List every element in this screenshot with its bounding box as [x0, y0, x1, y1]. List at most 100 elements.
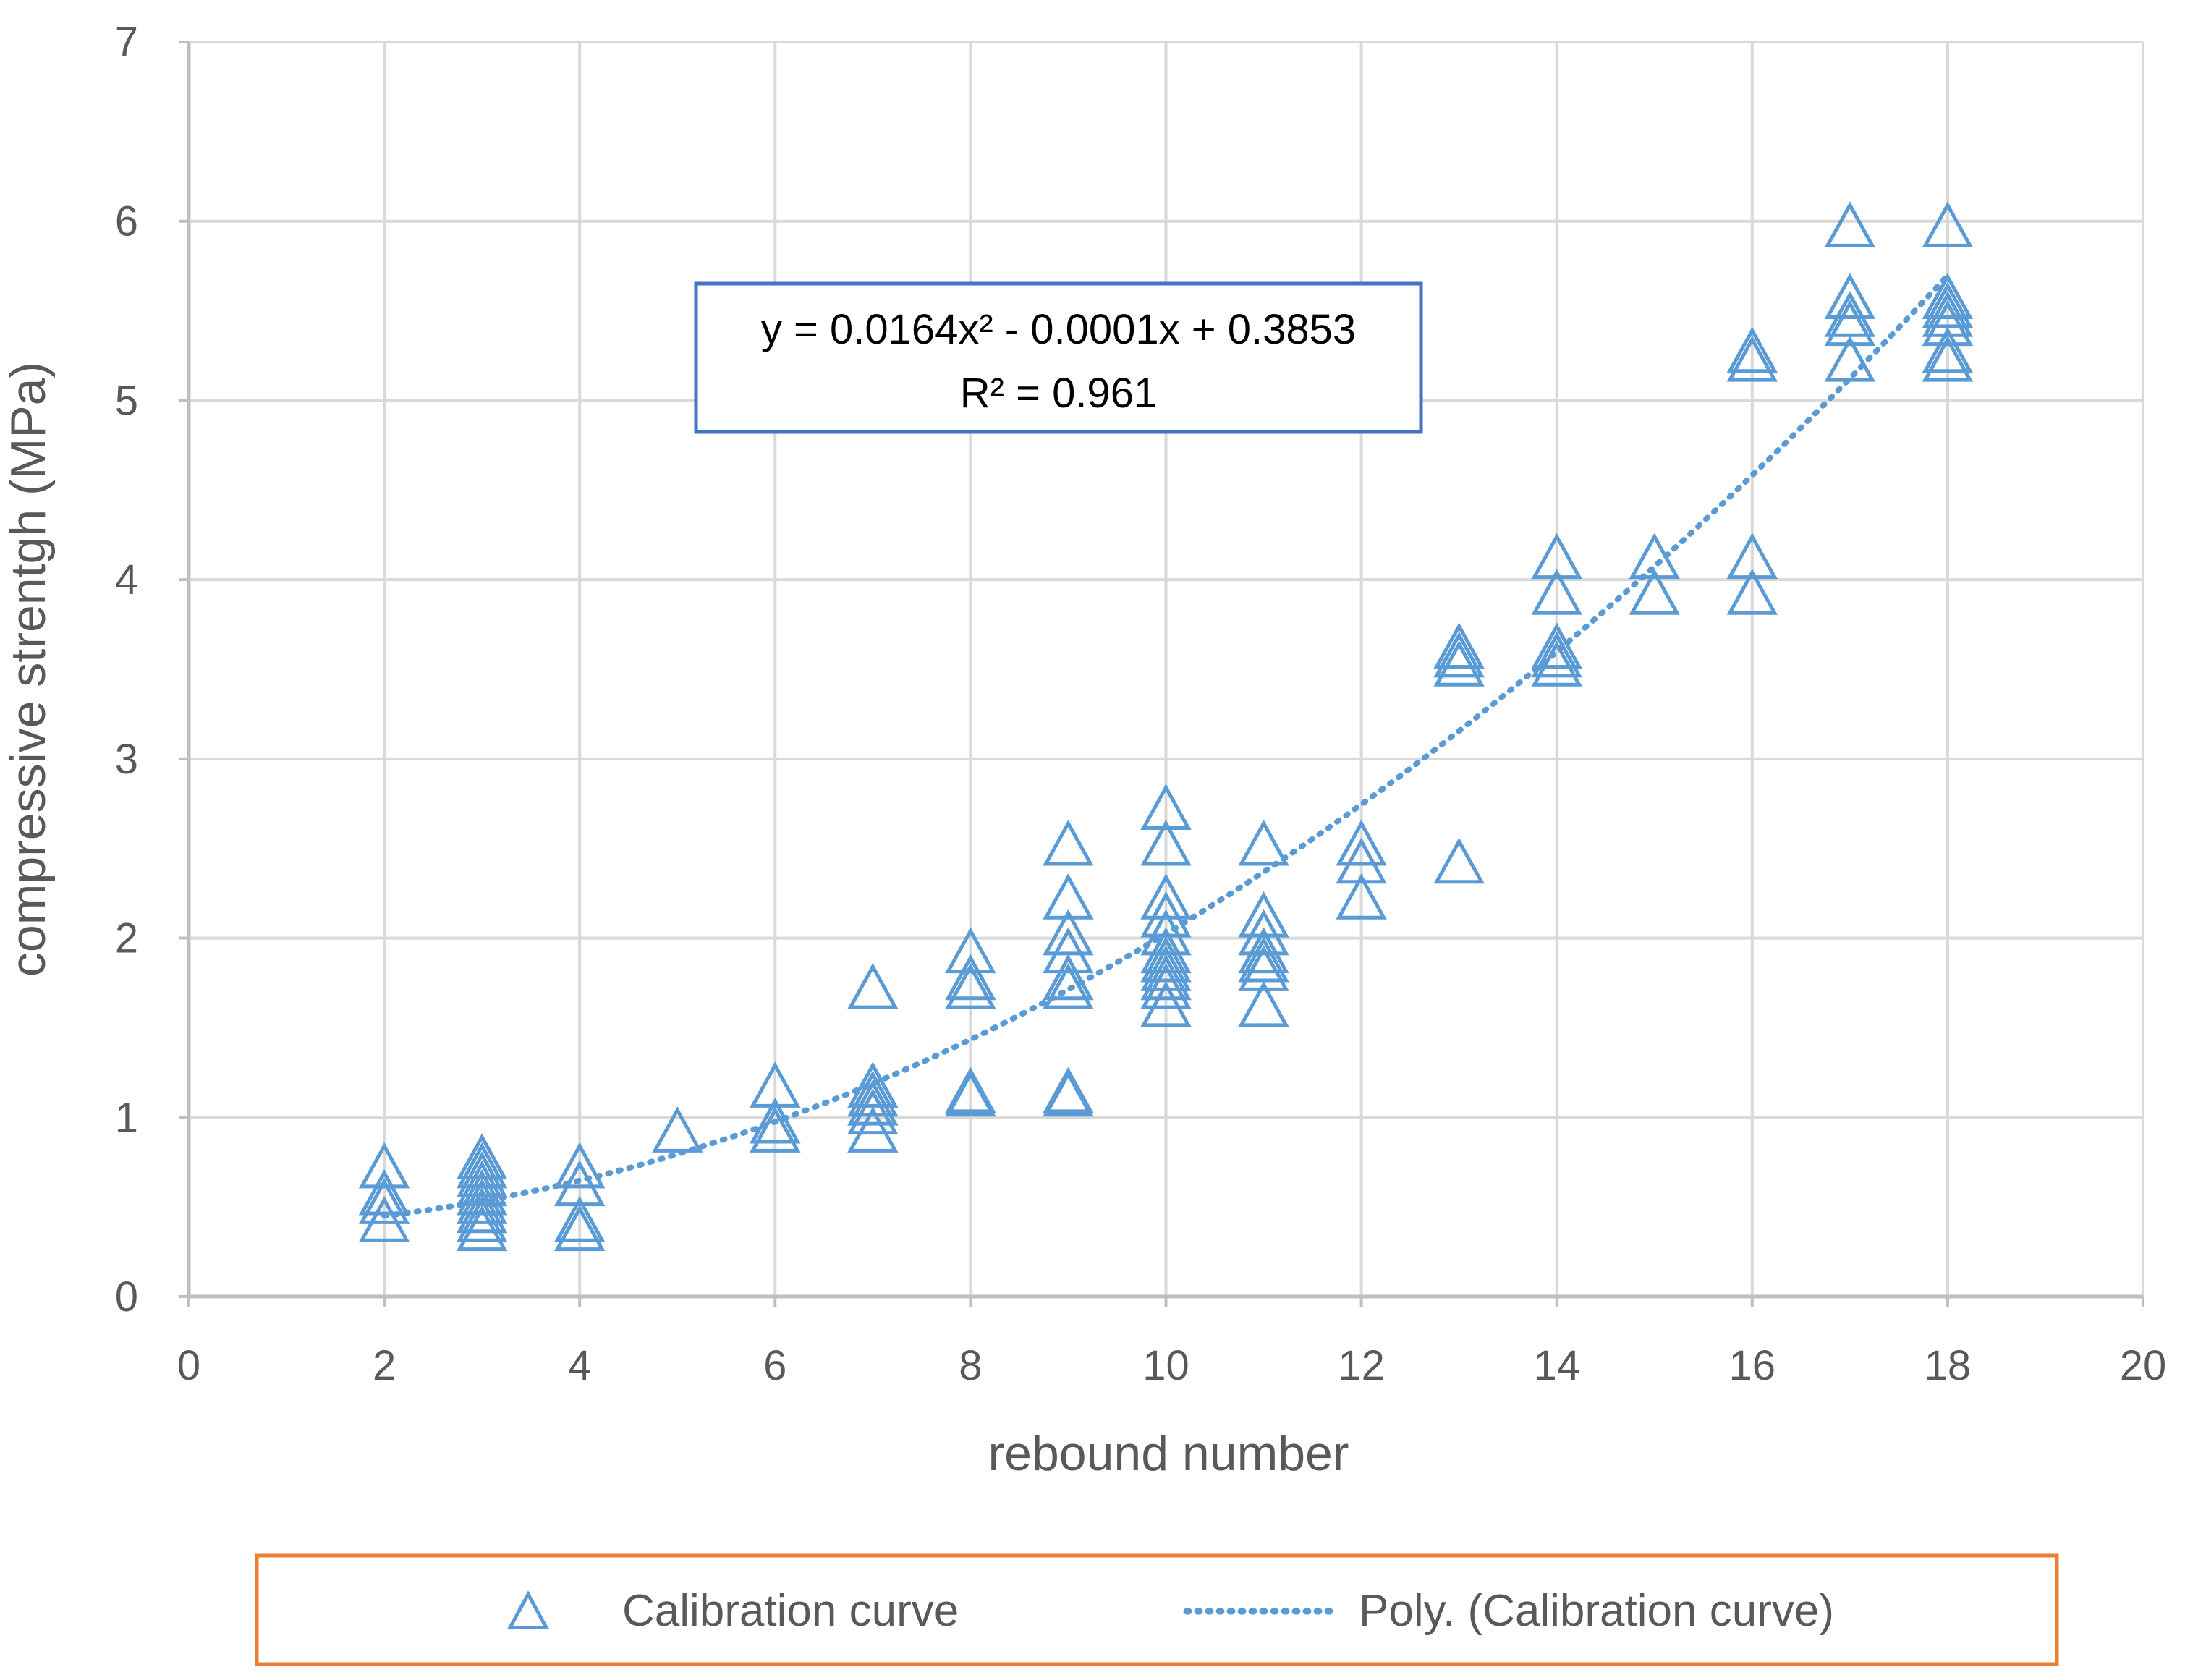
data-point — [1531, 533, 1582, 580]
data-point — [847, 1106, 899, 1153]
data-point — [1433, 640, 1485, 687]
x-tick-label: 4 — [568, 1342, 591, 1389]
data-point — [652, 1106, 703, 1153]
data-point — [945, 963, 996, 1009]
data-point — [456, 1168, 508, 1216]
data-point — [456, 1205, 508, 1252]
data-point — [1238, 909, 1289, 956]
data-point — [1726, 336, 1778, 382]
data-point — [847, 1079, 899, 1126]
data-point — [456, 1142, 508, 1189]
data-point — [1336, 837, 1387, 884]
data-point — [1238, 891, 1289, 938]
data-point — [1433, 631, 1485, 678]
data-point — [1043, 963, 1094, 1009]
data-point — [1140, 980, 1192, 1027]
data-point — [1043, 954, 1094, 1001]
y-tick-label: 1 — [115, 1094, 138, 1141]
data-point — [1824, 201, 1876, 247]
data-point — [1922, 300, 1974, 347]
data-point — [456, 1178, 508, 1224]
data-point — [1336, 819, 1387, 866]
data-point — [1922, 326, 1974, 373]
data-point — [945, 954, 996, 1001]
data-point — [1629, 533, 1680, 580]
data-point — [456, 1151, 508, 1197]
equation-line: y = 0.0164x² - 0.0001x + 0.3853 — [761, 306, 1356, 353]
data-point — [1043, 1066, 1094, 1113]
data-point — [1629, 569, 1680, 615]
data-point — [1433, 837, 1485, 884]
data-point — [1922, 281, 1974, 328]
legend: Calibration curve Poly. (Calibration cur… — [255, 1553, 2059, 1666]
data-point — [553, 1205, 606, 1252]
equation-box: y = 0.0164x² - 0.0001x + 0.3853 R² = 0.9… — [694, 281, 1423, 434]
x-tick-label: 16 — [1729, 1342, 1776, 1389]
calibration-points — [358, 201, 1974, 1252]
x-tick-label: 2 — [373, 1342, 396, 1389]
data-point — [945, 1066, 996, 1113]
legend-triangle-shape — [506, 1590, 550, 1629]
x-tick-label: 6 — [763, 1342, 786, 1389]
data-point — [1922, 291, 1974, 337]
data-point — [1531, 622, 1582, 669]
data-point — [1140, 909, 1192, 956]
data-point — [1433, 622, 1485, 669]
data-point — [847, 1061, 899, 1108]
data-point — [1140, 873, 1192, 920]
y-tick-label: 4 — [115, 556, 138, 603]
x-axis-title: rebound number — [988, 1426, 1349, 1481]
data-point — [456, 1160, 508, 1207]
data-point — [1922, 336, 1974, 382]
data-point — [1238, 936, 1289, 983]
data-point — [1922, 273, 1974, 319]
data-point — [1531, 569, 1582, 615]
data-point — [1140, 819, 1192, 866]
y-tick-label: 7 — [115, 19, 138, 66]
y-tick-label: 6 — [115, 198, 138, 245]
y-tick-label: 3 — [115, 736, 138, 783]
x-tick-label: 20 — [2120, 1342, 2167, 1389]
data-point — [750, 1106, 801, 1153]
data-point — [358, 1142, 410, 1189]
data-point — [1238, 945, 1289, 991]
data-point — [1726, 326, 1778, 373]
data-point — [553, 1142, 606, 1189]
r-squared-line: R² = 0.961 — [960, 370, 1157, 417]
data-point — [553, 1160, 606, 1207]
equation-box-border — [694, 281, 1423, 434]
data-point — [1238, 927, 1289, 974]
x-tick-label: 0 — [177, 1342, 200, 1389]
data-point — [1531, 640, 1582, 687]
data-point — [1043, 1070, 1094, 1117]
x-tick-label: 12 — [1338, 1342, 1385, 1389]
data-point — [1043, 873, 1094, 920]
data-point — [1140, 891, 1192, 938]
data-point — [1140, 963, 1192, 1009]
x-tick-label: 14 — [1533, 1342, 1580, 1389]
data-point — [945, 927, 996, 974]
data-point — [456, 1196, 508, 1242]
gridlines — [189, 41, 2144, 1297]
data-point — [1043, 819, 1094, 866]
data-point — [847, 963, 899, 1009]
data-point — [750, 1061, 801, 1108]
data-point — [1140, 954, 1192, 1001]
data-point — [1043, 927, 1094, 974]
data-point — [1531, 631, 1582, 678]
legend-label-poly: Poly. (Calibration curve) — [1359, 1586, 1834, 1636]
data-point — [847, 1088, 899, 1135]
data-point — [456, 1133, 508, 1179]
legend-label-calibration: Calibration curve — [622, 1586, 959, 1636]
data-point — [1726, 533, 1778, 580]
legend-border — [255, 1553, 2059, 1666]
data-point — [358, 1196, 410, 1242]
data-point — [1043, 909, 1094, 956]
data-point — [847, 1070, 899, 1117]
data-point — [1824, 336, 1876, 382]
y-tick-label: 2 — [115, 915, 138, 962]
data-point — [1140, 784, 1192, 830]
data-point — [750, 1097, 801, 1144]
y-axis-title: compressive strentgh (MPa) — [1, 362, 56, 977]
